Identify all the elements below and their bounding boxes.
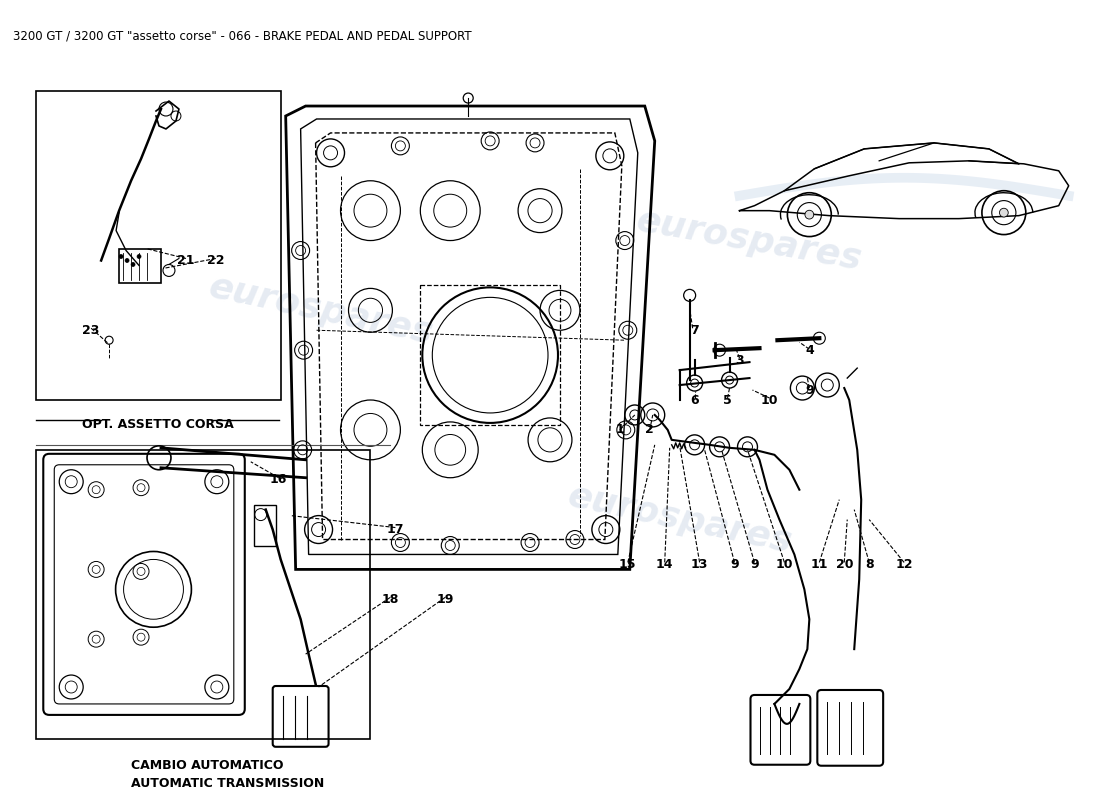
Text: 1: 1 — [615, 423, 624, 436]
Text: 17: 17 — [386, 523, 404, 536]
Bar — [119, 249, 161, 283]
Circle shape — [125, 258, 129, 262]
Text: eurospares: eurospares — [634, 204, 865, 277]
Bar — [254, 505, 276, 546]
Text: eurospares: eurospares — [564, 479, 795, 560]
Text: 12: 12 — [895, 558, 913, 571]
Bar — [420, 286, 560, 425]
Text: 8: 8 — [865, 558, 873, 571]
Text: 19: 19 — [437, 593, 454, 606]
Text: 9: 9 — [730, 558, 739, 571]
Text: 23: 23 — [82, 324, 100, 337]
Circle shape — [1000, 208, 1009, 217]
Text: 20: 20 — [836, 558, 852, 571]
Text: 13: 13 — [691, 558, 708, 571]
Text: 9: 9 — [750, 558, 759, 571]
Bar — [36, 450, 371, 739]
Text: CAMBIO AUTOMATICO: CAMBIO AUTOMATICO — [131, 758, 284, 772]
Text: 22: 22 — [207, 254, 224, 267]
Text: 16: 16 — [270, 474, 287, 486]
Circle shape — [119, 254, 123, 258]
Text: AUTOMATIC TRANSMISSION: AUTOMATIC TRANSMISSION — [131, 777, 324, 790]
Text: 7: 7 — [691, 324, 698, 337]
Text: 9: 9 — [805, 383, 814, 397]
Circle shape — [131, 262, 135, 266]
Text: 18: 18 — [382, 593, 399, 606]
Text: eurospares: eurospares — [206, 270, 436, 350]
Text: 4: 4 — [805, 344, 814, 357]
Text: 2: 2 — [646, 423, 654, 436]
Circle shape — [138, 254, 141, 258]
Circle shape — [805, 210, 814, 219]
Bar — [36, 91, 280, 400]
Text: 6: 6 — [691, 394, 698, 406]
Text: 3200 GT / 3200 GT "assetto corse" - 066 - BRAKE PEDAL AND PEDAL SUPPORT: 3200 GT / 3200 GT "assetto corse" - 066 … — [13, 30, 472, 42]
Text: 10: 10 — [761, 394, 778, 406]
Text: 14: 14 — [656, 558, 673, 571]
Text: 15: 15 — [619, 558, 637, 571]
Text: OPT. ASSETTO CORSA: OPT. ASSETTO CORSA — [82, 418, 234, 431]
Text: 11: 11 — [811, 558, 828, 571]
Text: 10: 10 — [776, 558, 793, 571]
Text: 21: 21 — [177, 254, 195, 267]
Text: 3: 3 — [735, 354, 744, 366]
Text: 5: 5 — [723, 394, 732, 406]
